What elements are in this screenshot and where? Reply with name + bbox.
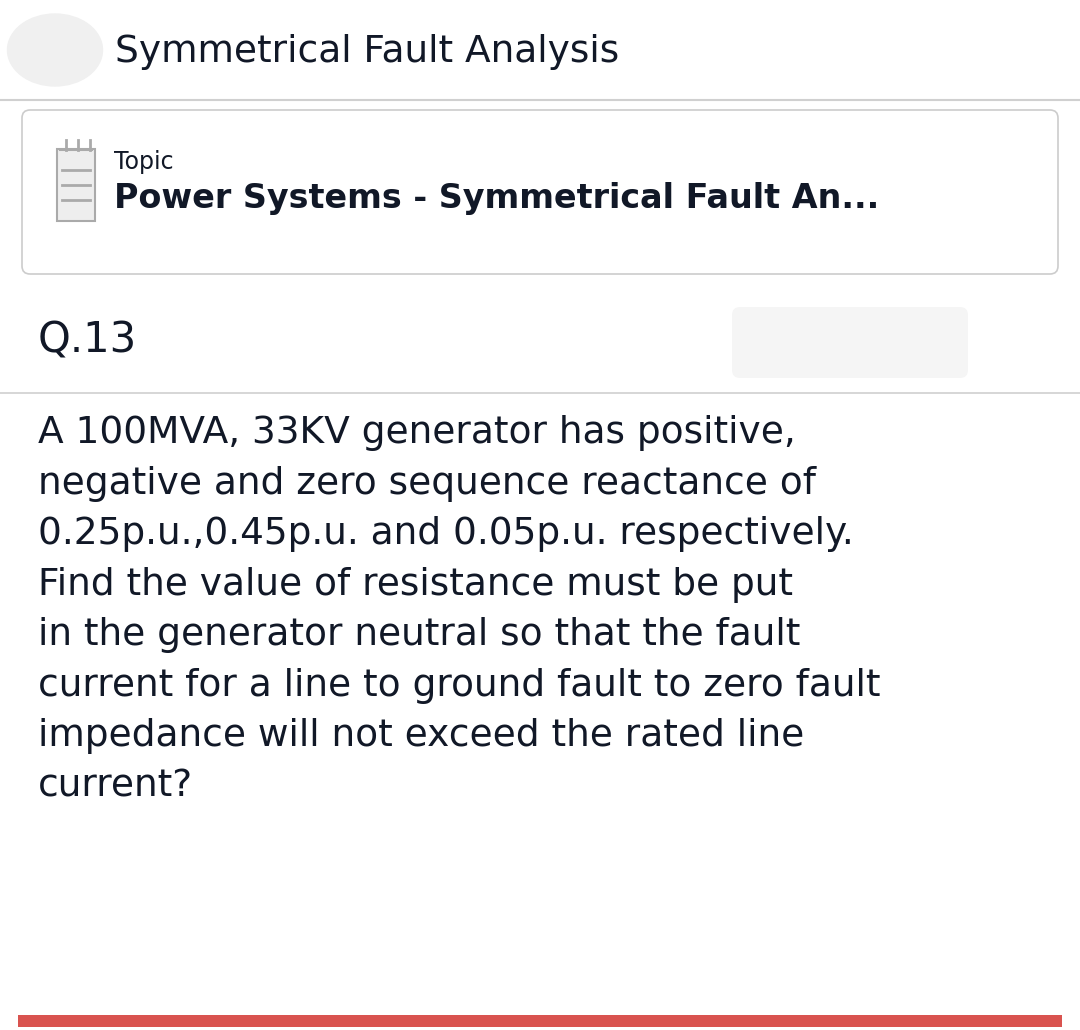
FancyBboxPatch shape	[0, 0, 1080, 100]
Text: Q.13: Q.13	[38, 319, 137, 360]
FancyBboxPatch shape	[57, 149, 95, 221]
Ellipse shape	[8, 14, 103, 85]
Text: Symmetrical Fault Analysis: Symmetrical Fault Analysis	[114, 34, 619, 70]
FancyBboxPatch shape	[732, 307, 968, 378]
Text: A 100MVA, 33KV generator has positive,
negative and zero sequence reactance of
0: A 100MVA, 33KV generator has positive, n…	[38, 415, 880, 804]
FancyBboxPatch shape	[22, 110, 1058, 274]
Text: Topic: Topic	[114, 150, 174, 174]
FancyBboxPatch shape	[18, 1015, 1062, 1027]
Text: Power Systems - Symmetrical Fault An...: Power Systems - Symmetrical Fault An...	[114, 182, 879, 215]
